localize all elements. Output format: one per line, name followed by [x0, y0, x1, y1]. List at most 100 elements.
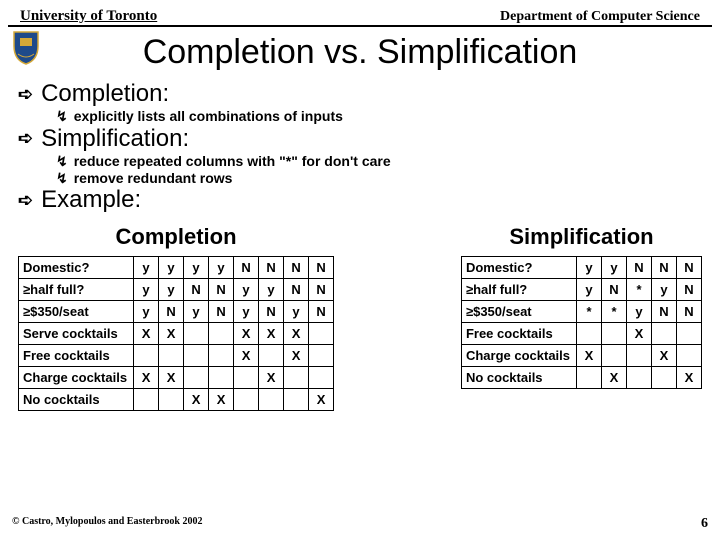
arrow-bullet-icon: ➪ [18, 84, 33, 105]
table-cell: N [259, 301, 284, 323]
row-label: Domestic? [461, 257, 576, 279]
table-cell: * [602, 301, 627, 323]
simplification-table-block: Simplification Domestic?yyNNN≥half full?… [461, 224, 702, 411]
table-cell [184, 367, 209, 389]
table-cell: y [234, 279, 259, 301]
row-label: ≥$350/seat [19, 301, 134, 323]
simplification-table: Domestic?yyNNN≥half full?yN*yN≥$350/seat… [461, 256, 702, 389]
section-heading: ➪ Example: [18, 186, 702, 214]
table-cell: y [234, 301, 259, 323]
table-cell: N [652, 257, 677, 279]
sub-bullet: ↯remove redundant rows [56, 170, 702, 187]
content-area: ➪Completion:↯explicitly lists all combin… [0, 80, 720, 214]
table-cell: N [627, 257, 652, 279]
table-row: Charge cocktailsXXX [19, 367, 334, 389]
table-cell: N [652, 301, 677, 323]
section-head-text: Completion: [41, 80, 169, 108]
row-label: Charge cocktails [19, 367, 134, 389]
table-cell: N [677, 301, 702, 323]
table-cell: X [259, 323, 284, 345]
table-cell: X [184, 389, 209, 411]
table-row: Domestic?yyNNN [461, 257, 701, 279]
completion-table: Domestic?yyyyNNNN≥half full?yyNNyyNN≥$35… [18, 256, 334, 411]
table-cell: N [209, 301, 234, 323]
table-cell: y [134, 301, 159, 323]
table-cell: X [284, 345, 309, 367]
table-cell [677, 323, 702, 345]
header: University of Toronto Department of Comp… [8, 0, 712, 27]
uoft-crest-icon [10, 30, 42, 66]
table-cell: y [159, 257, 184, 279]
table-cell: X [159, 323, 184, 345]
footer: © Castro, Mylopoulos and Easterbrook 200… [12, 516, 708, 532]
table-row: Free cocktailsX [461, 323, 701, 345]
table-cell [577, 367, 602, 389]
table-cell [159, 345, 184, 367]
section-head-text: Example: [41, 186, 141, 214]
table-row: No cocktailsXXX [19, 389, 334, 411]
table-row: ≥half full?yN*yN [461, 279, 701, 301]
arrow-bullet-icon: ➪ [18, 190, 33, 211]
table-cell: y [134, 279, 159, 301]
table-cell [259, 389, 284, 411]
check-arrow-icon: ↯ [56, 153, 68, 170]
row-label: ≥half full? [19, 279, 134, 301]
table-cell [209, 345, 234, 367]
table-cell: y [259, 279, 284, 301]
section-heading: ➪Simplification: [18, 125, 702, 153]
section-heading: ➪ Completion: [18, 80, 702, 108]
table-cell [234, 389, 259, 411]
table-cell [627, 345, 652, 367]
table-cell [309, 367, 334, 389]
tables-container: Completion Domestic?yyyyNNNN≥half full?y… [0, 224, 720, 411]
table-cell: X [134, 367, 159, 389]
sub-bullet-text: reduce repeated columns with "*" for don… [74, 153, 391, 170]
table-cell: X [209, 389, 234, 411]
table-cell: y [627, 301, 652, 323]
table-cell [627, 367, 652, 389]
table-cell: N [309, 257, 334, 279]
table-cell [209, 367, 234, 389]
table-cell [284, 367, 309, 389]
row-label: Charge cocktails [461, 345, 576, 367]
table-row: ≥$350/seat**yNN [461, 301, 701, 323]
table-cell [652, 367, 677, 389]
table-cell: X [284, 323, 309, 345]
table-cell: y [577, 279, 602, 301]
table-cell: y [184, 257, 209, 279]
table-cell: N [184, 279, 209, 301]
table-cell [134, 345, 159, 367]
table-cell: y [652, 279, 677, 301]
table-cell: N [677, 279, 702, 301]
table-cell [577, 323, 602, 345]
table-cell: X [652, 345, 677, 367]
table-cell: N [677, 257, 702, 279]
table-cell [134, 389, 159, 411]
table-cell: N [309, 301, 334, 323]
table-cell: N [309, 279, 334, 301]
table-row: ≥$350/seatyNyNyNyN [19, 301, 334, 323]
table-row: Domestic?yyyyNNNN [19, 257, 334, 279]
university-name: University of Toronto [20, 8, 157, 25]
row-label: ≥half full? [461, 279, 576, 301]
table-cell [309, 345, 334, 367]
row-label: Free cocktails [19, 345, 134, 367]
table-cell: y [134, 257, 159, 279]
arrow-bullet-icon: ➪ [18, 128, 33, 149]
table-cell [159, 389, 184, 411]
row-label: Free cocktails [461, 323, 576, 345]
check-arrow-icon: ↯ [56, 108, 68, 125]
table-cell: y [577, 257, 602, 279]
table-cell [234, 367, 259, 389]
table-cell [209, 323, 234, 345]
table-cell [284, 389, 309, 411]
table-cell: X [677, 367, 702, 389]
table-cell: X [259, 367, 284, 389]
table-cell: X [159, 367, 184, 389]
completion-title: Completion [18, 224, 334, 250]
table-cell [259, 345, 284, 367]
table-cell: X [602, 367, 627, 389]
copyright-text: © Castro, Mylopoulos and Easterbrook 200… [12, 516, 202, 532]
completion-table-block: Completion Domestic?yyyyNNNN≥half full?y… [18, 224, 334, 411]
simplification-title: Simplification [461, 224, 702, 250]
